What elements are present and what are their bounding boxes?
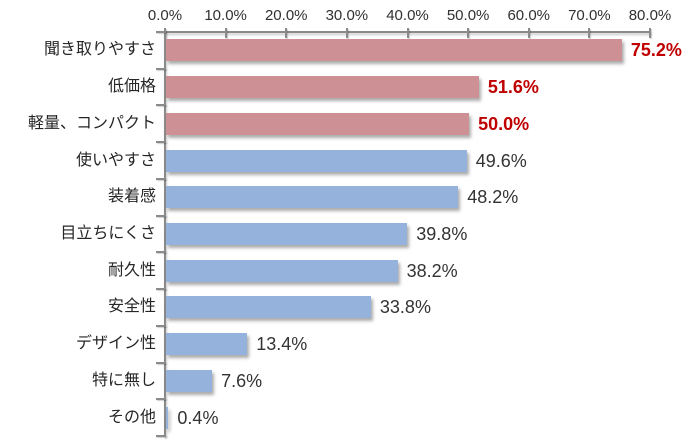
y-axis-tick: [156, 67, 166, 70]
category-label: 目立ちにくさ: [60, 225, 156, 242]
x-axis-tick-label: 0.0%: [147, 7, 183, 24]
x-axis-tick: [285, 28, 288, 38]
x-axis-tick-label: 40.0%: [386, 7, 429, 24]
category-label: 低価格: [107, 78, 156, 95]
x-axis-tick-label: 70.0%: [568, 7, 611, 24]
value-label: 0.4%: [177, 408, 219, 428]
x-axis-tick: [649, 28, 651, 38]
y-axis-tick: [156, 214, 166, 217]
y-axis-tick: [156, 251, 166, 254]
x-axis-tick-label: 60.0%: [507, 7, 551, 24]
x-axis-tick-label: 80.0%: [628, 7, 672, 24]
bar: [166, 296, 371, 318]
category-label: 聞き取りやすさ: [43, 41, 156, 58]
x-axis-tick: [345, 28, 348, 38]
bar: [166, 113, 470, 135]
bar: [166, 260, 398, 282]
value-label: 33.8%: [379, 297, 431, 317]
bar: [166, 39, 622, 61]
y-axis-tick: [156, 141, 166, 144]
y-axis-tick: [156, 361, 166, 364]
value-label: 75.2%: [630, 40, 682, 60]
value-label: 48.2%: [467, 187, 519, 207]
bar: [166, 186, 459, 208]
value-label: 49.6%: [475, 151, 527, 171]
category-label: 特に無し: [91, 372, 156, 389]
bar: [166, 223, 408, 245]
bar: [166, 76, 479, 98]
y-axis-tick: [156, 31, 166, 33]
y-axis-tick: [156, 324, 166, 327]
y-axis-tick: [156, 435, 166, 437]
category-label: その他: [107, 409, 156, 426]
x-axis-tick-label: 50.0%: [446, 7, 490, 24]
value-label: 50.0%: [478, 114, 530, 134]
x-axis-tick: [467, 28, 470, 38]
bar: [166, 333, 248, 355]
y-axis-tick: [156, 104, 166, 107]
x-axis-tick-label: 30.0%: [325, 7, 369, 24]
x-axis-tick: [588, 28, 591, 38]
value-label: 39.8%: [416, 224, 468, 244]
bar: [166, 407, 169, 429]
x-axis-tick: [406, 28, 409, 38]
bar: [166, 150, 467, 172]
category-label: 使いやすさ: [75, 152, 156, 169]
category-label: 装着感: [107, 188, 156, 205]
y-axis-line: [164, 31, 166, 437]
value-label: 7.6%: [221, 371, 263, 391]
x-axis-tick-label: 20.0%: [264, 7, 308, 24]
y-axis-tick: [156, 177, 166, 180]
y-axis-tick: [156, 288, 166, 291]
x-axis-tick: [224, 28, 227, 38]
x-axis-tick: [527, 28, 530, 38]
x-axis-tick-label: 10.0%: [204, 7, 247, 24]
value-label: 51.6%: [487, 77, 539, 97]
category-label: デザイン性: [75, 335, 156, 352]
value-label: 13.4%: [256, 334, 308, 354]
bar: [166, 370, 213, 392]
category-label: 耐久性: [107, 262, 156, 279]
value-label: 38.2%: [406, 261, 458, 281]
y-axis-tick: [156, 398, 166, 401]
category-label: 軽量、コンパクト: [27, 115, 156, 132]
category-label: 安全性: [107, 298, 156, 315]
